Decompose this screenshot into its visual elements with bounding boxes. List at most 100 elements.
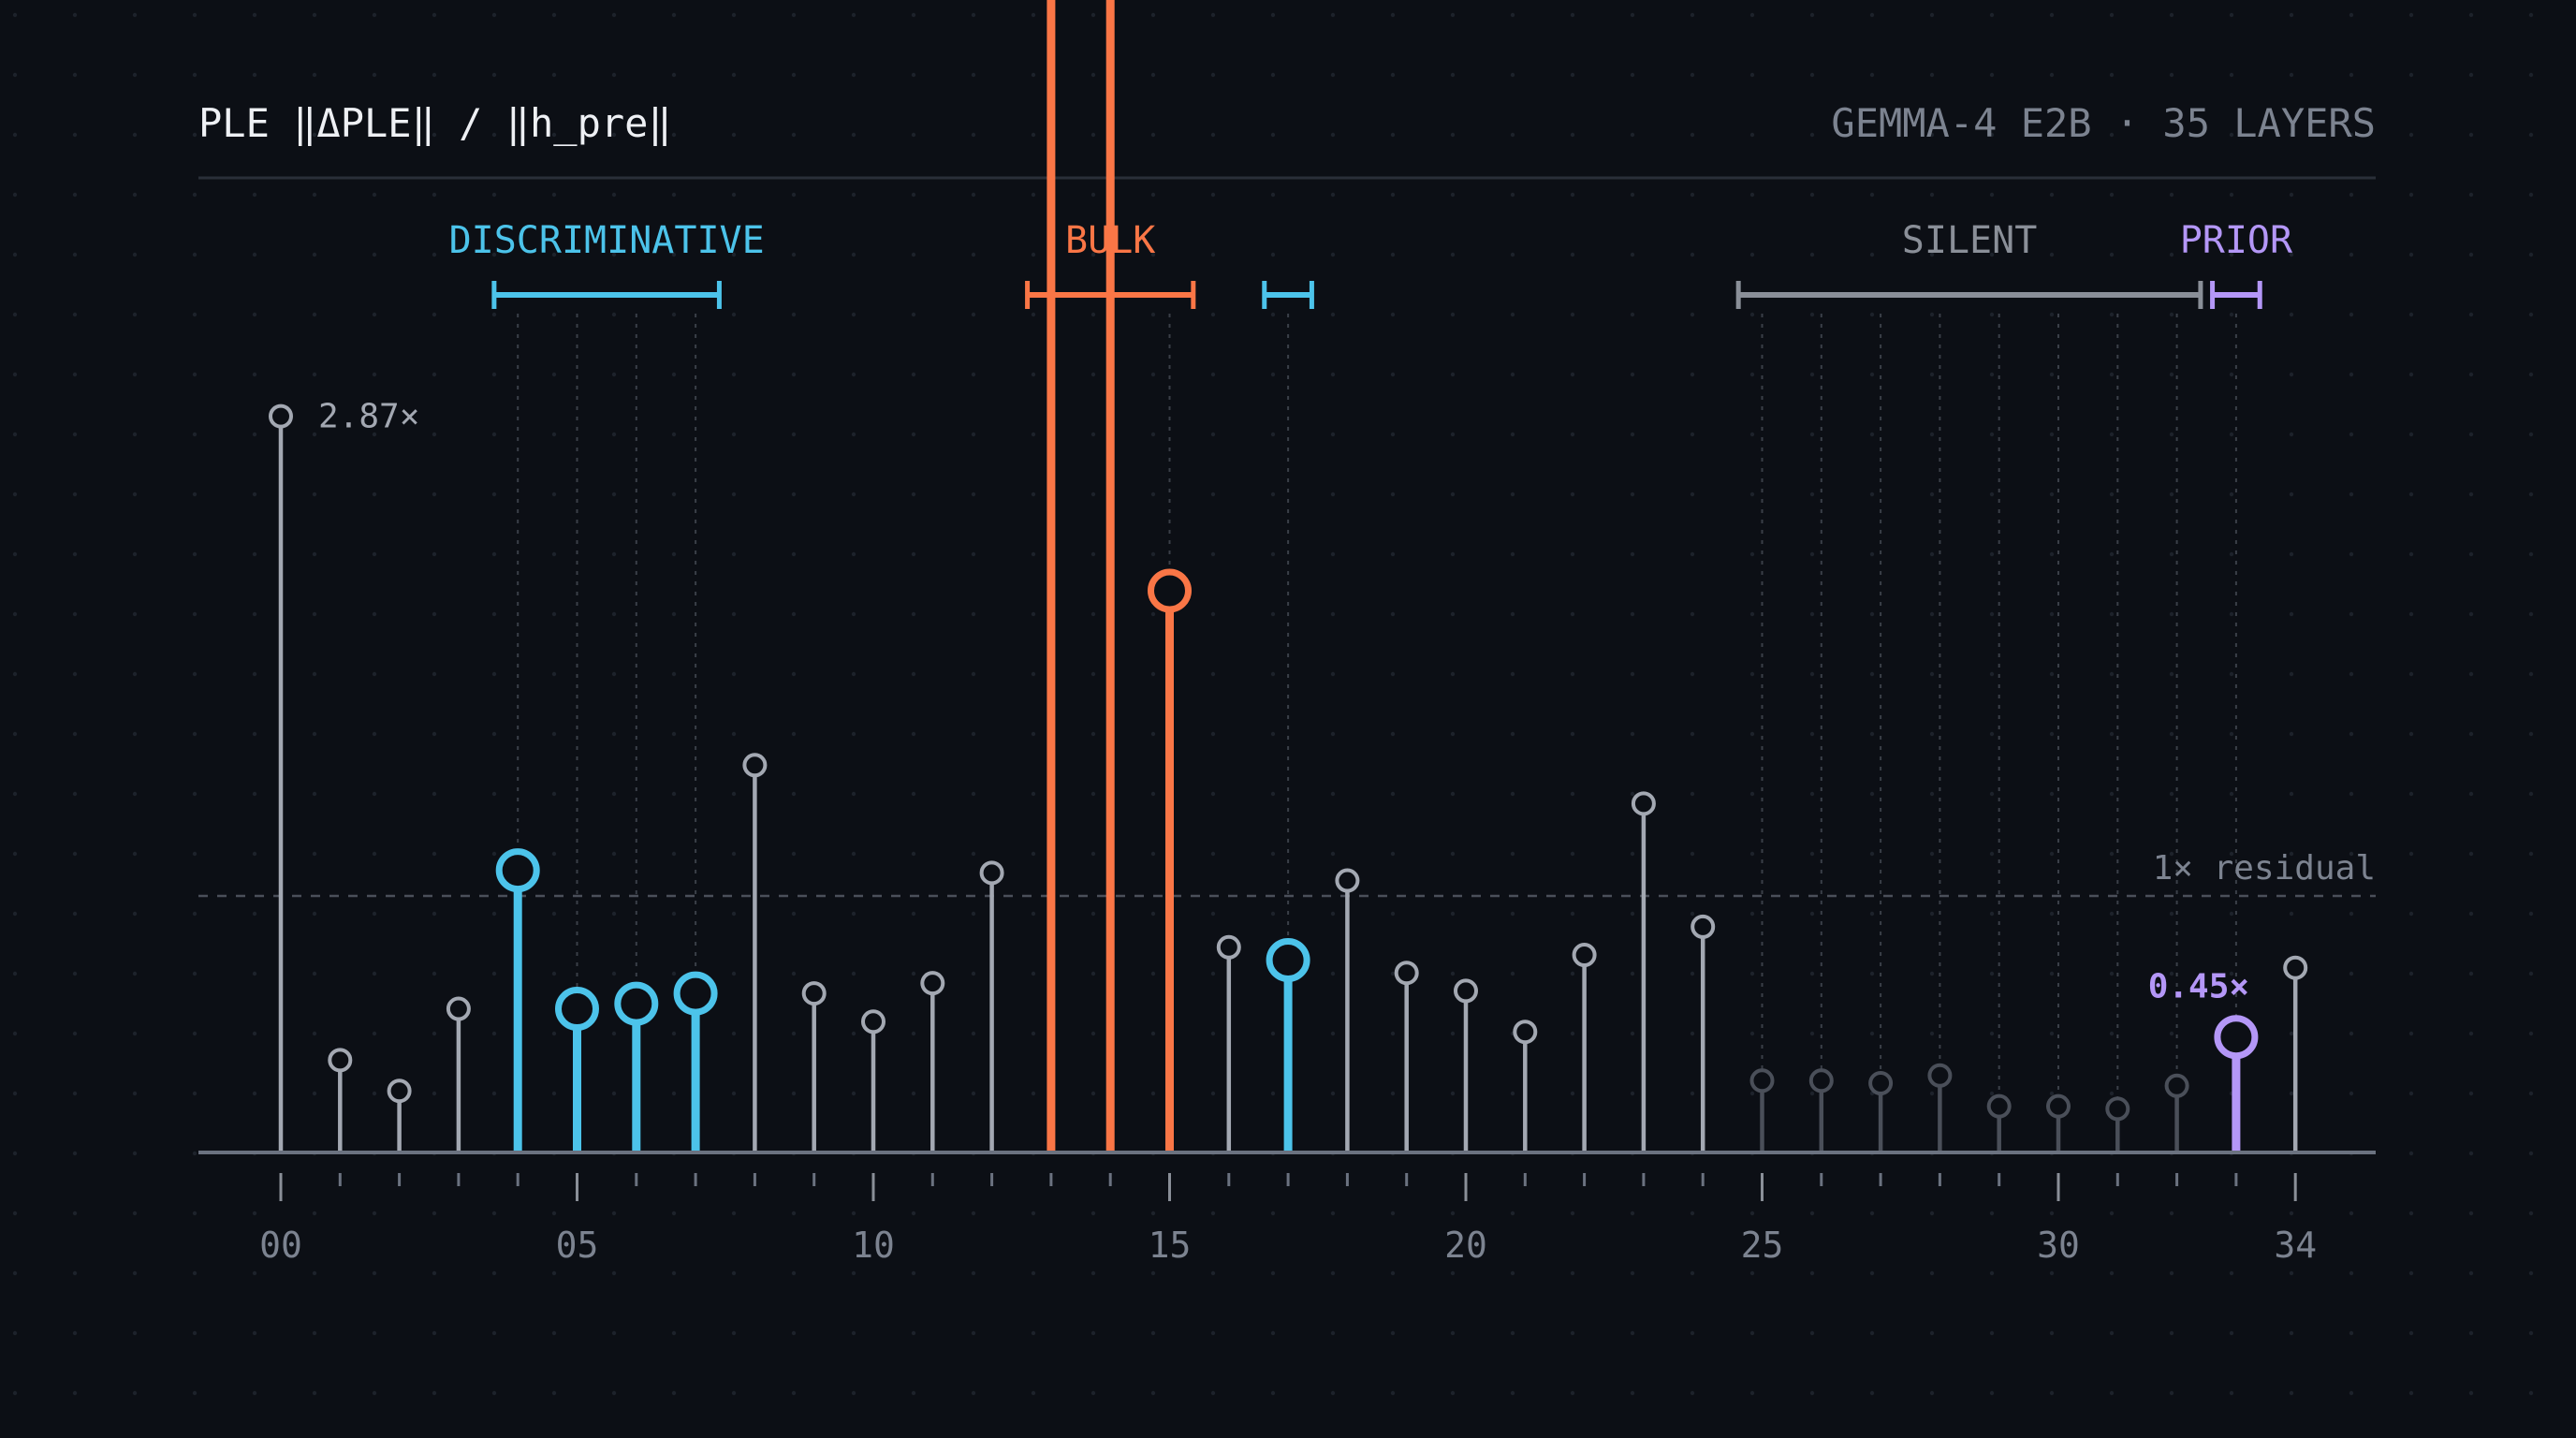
grid-dot bbox=[1150, 492, 1156, 497]
grid-dot bbox=[1090, 12, 1096, 18]
value-annotation: 2.87× bbox=[318, 398, 419, 436]
grid-dot bbox=[551, 1390, 557, 1396]
grid-dot bbox=[12, 432, 18, 437]
grid-dot bbox=[252, 731, 257, 737]
grid-dot bbox=[2289, 1091, 2294, 1096]
grid-dot bbox=[1450, 1390, 1456, 1396]
grid-dot bbox=[1390, 12, 1396, 18]
grid-dot bbox=[1210, 731, 1216, 737]
grid-dot bbox=[132, 312, 138, 317]
grid-dot bbox=[1210, 12, 1216, 18]
data-point-marker bbox=[979, 860, 1004, 886]
grid-dot bbox=[2109, 1091, 2115, 1096]
grid-dot bbox=[252, 791, 257, 797]
chart-title: PLE ‖ΔPLE‖ / ‖h_pre‖ bbox=[198, 100, 672, 146]
grid-dot bbox=[12, 1151, 18, 1156]
data-point-marker bbox=[1631, 791, 1656, 816]
grid-dot bbox=[671, 252, 677, 257]
grid-dot bbox=[1510, 312, 1515, 317]
grid-dot bbox=[2408, 851, 2414, 857]
grid-dot bbox=[1570, 791, 1575, 797]
grid-dot bbox=[1330, 611, 1336, 617]
grid-dot bbox=[791, 192, 797, 198]
data-point-marker bbox=[861, 1009, 886, 1034]
grid-dot bbox=[2169, 791, 2174, 797]
grid-dot bbox=[1150, 432, 1156, 437]
grid-dot bbox=[2408, 1091, 2414, 1096]
grid-dot bbox=[1690, 1270, 1695, 1276]
grid-dot bbox=[252, 1330, 257, 1336]
grid-dot bbox=[1690, 252, 1695, 257]
grid-dot bbox=[1929, 1270, 1935, 1276]
grid-dot bbox=[1690, 1330, 1695, 1336]
value-annotations: 2.87×5.90×0.45× bbox=[318, 398, 2249, 1006]
grid-dot bbox=[132, 492, 138, 497]
grid-dot bbox=[1929, 971, 1935, 976]
grid-dot bbox=[731, 611, 737, 617]
grid-dot bbox=[432, 372, 437, 377]
grid-dot bbox=[2408, 911, 2414, 917]
grid-dot bbox=[731, 971, 737, 976]
grid-dot bbox=[1450, 731, 1456, 737]
reference-line-label: 1× residual bbox=[2153, 849, 2376, 888]
grid-dot bbox=[911, 252, 916, 257]
grid-dot bbox=[2049, 911, 2055, 917]
grid-dot bbox=[731, 1270, 737, 1276]
grid-dot bbox=[1450, 1270, 1456, 1276]
grid-dot bbox=[1150, 12, 1156, 18]
grid-dot bbox=[2169, 551, 2174, 557]
grid-dot bbox=[1690, 971, 1695, 976]
grid-dot bbox=[971, 551, 976, 557]
grid-dot bbox=[1270, 731, 1276, 737]
grid-dot bbox=[2468, 911, 2474, 917]
grid-dot bbox=[2169, 1211, 2174, 1216]
grid-dot bbox=[12, 132, 18, 138]
grid-dot bbox=[252, 1091, 257, 1096]
grid-dot bbox=[1510, 1270, 1515, 1276]
grid-dot bbox=[1690, 851, 1695, 857]
grid-dot bbox=[671, 911, 677, 917]
grid-dot bbox=[1929, 1031, 1935, 1036]
grid-dot bbox=[312, 312, 317, 317]
grid-dot bbox=[2408, 1390, 2414, 1396]
grid-dot bbox=[1869, 551, 1875, 557]
grid-dot bbox=[2468, 432, 2474, 437]
grid-dot bbox=[2408, 1330, 2414, 1336]
grid-dot bbox=[491, 312, 497, 317]
grid-dot bbox=[1510, 1390, 1515, 1396]
grid-dot bbox=[1031, 312, 1036, 317]
grid-dot bbox=[432, 791, 437, 797]
grid-dot bbox=[851, 192, 856, 198]
grid-dot bbox=[2468, 492, 2474, 497]
grid-dot bbox=[132, 1270, 138, 1276]
grid-dot bbox=[12, 1031, 18, 1036]
grid-dot bbox=[1031, 611, 1036, 617]
data-point-marker bbox=[742, 753, 768, 778]
x-axis: 00 05 10 15 20 25 30 34 bbox=[198, 1151, 2376, 1266]
grid-dot bbox=[2528, 432, 2534, 437]
grid-dot bbox=[1150, 72, 1156, 78]
grid-dot bbox=[1210, 1270, 1216, 1276]
grid-dot bbox=[1510, 1091, 1515, 1096]
grid-dot bbox=[1929, 1330, 1935, 1336]
grid-dot bbox=[2109, 12, 2115, 18]
grid-dot bbox=[791, 611, 797, 617]
grid-dot bbox=[2049, 252, 2055, 257]
grid-dot bbox=[611, 971, 617, 976]
grid-dot bbox=[1749, 252, 1755, 257]
grid-dot bbox=[1809, 551, 1815, 557]
grid-dot bbox=[2468, 372, 2474, 377]
grid-dot bbox=[2289, 791, 2294, 797]
grid-dot bbox=[971, 72, 976, 78]
grid-dot bbox=[72, 252, 78, 257]
grid-dot bbox=[372, 1211, 377, 1216]
grid-dot bbox=[611, 911, 617, 917]
grid-dot bbox=[1390, 192, 1396, 198]
grid-dot bbox=[1749, 192, 1755, 198]
grid-dot bbox=[1510, 432, 1515, 437]
data-point-marker bbox=[1216, 934, 1241, 960]
grid-dot bbox=[432, 1031, 437, 1036]
grid-dot bbox=[791, 1330, 797, 1336]
grid-dot bbox=[2289, 1390, 2294, 1396]
grid-dot bbox=[911, 312, 916, 317]
